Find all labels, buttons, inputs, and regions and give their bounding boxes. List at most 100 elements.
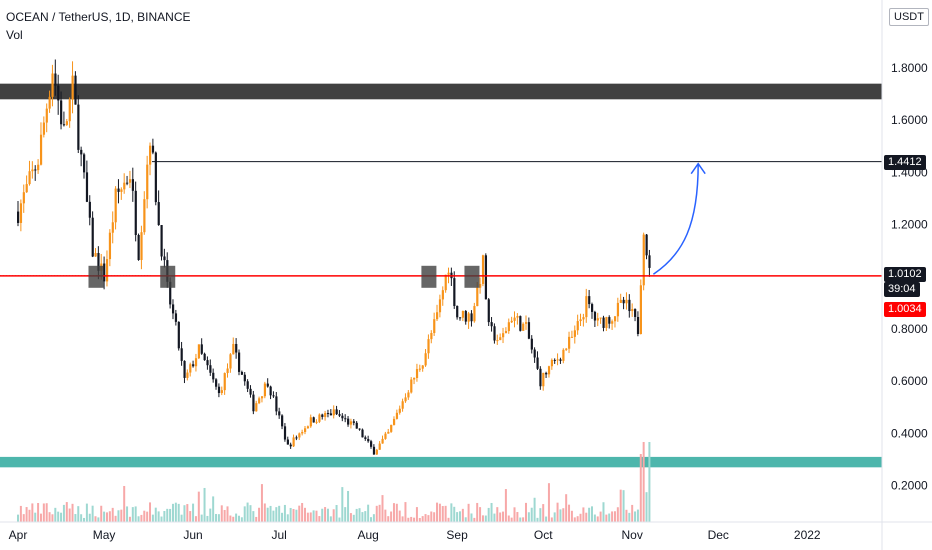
candle-body: [146, 164, 149, 200]
candle-body: [157, 202, 160, 226]
volume-bar: [562, 508, 565, 522]
candle-body: [324, 413, 327, 417]
candle-body: [260, 396, 264, 399]
volume-bar: [286, 514, 289, 522]
candle-body: [31, 169, 34, 172]
candle-body: [347, 418, 350, 425]
candle-body: [301, 431, 304, 434]
volume-bar: [301, 502, 304, 522]
annotation-box: [160, 265, 176, 288]
candle-body: [140, 232, 143, 261]
candle-body: [481, 255, 485, 284]
volume-bar: [450, 503, 453, 522]
volume-bar: [34, 512, 37, 522]
time-tick-label: Oct: [534, 528, 553, 542]
volume-bar: [235, 513, 238, 522]
candle-body: [65, 121, 68, 125]
candle-body: [473, 306, 476, 322]
candle-body: [648, 255, 651, 268]
annotation-box: [421, 265, 437, 288]
volume-bar: [111, 507, 114, 522]
candle-body: [553, 359, 556, 361]
candle-body: [407, 392, 410, 398]
volume-bar: [372, 514, 375, 522]
volume-bar: [160, 516, 163, 522]
candle-body: [562, 349, 565, 361]
candle-body: [398, 408, 401, 413]
candle-body: [490, 322, 493, 327]
candle-body: [25, 184, 28, 193]
volume-bar: [341, 487, 344, 522]
candle-body: [413, 378, 416, 380]
last-price-tag: 1.0102: [884, 267, 926, 282]
candle-body: [384, 433, 387, 439]
candle-body: [599, 317, 602, 319]
candle-body: [45, 108, 48, 123]
volume-bar: [496, 507, 499, 522]
volume-bar: [467, 503, 470, 522]
volume-bar: [441, 506, 444, 522]
candle-body: [596, 318, 599, 321]
volume-bar: [128, 516, 131, 522]
volume-bar: [427, 515, 430, 522]
candle-body: [619, 299, 622, 303]
candle-body: [499, 337, 502, 341]
candle-body: [197, 344, 201, 359]
candle-body: [519, 316, 522, 331]
candle-body: [536, 357, 539, 369]
support-zone: [0, 456, 882, 468]
volume-bar: [559, 509, 562, 522]
candle-body: [312, 417, 315, 423]
volume-bar: [349, 513, 352, 522]
volume-bar: [266, 507, 269, 522]
volume-bar: [547, 483, 550, 522]
candle-body: [229, 354, 232, 369]
volume-bar: [605, 514, 608, 522]
volume-bar: [436, 502, 439, 522]
candlesticks: [17, 59, 651, 455]
volume-bar: [57, 511, 60, 522]
candle-body: [321, 414, 324, 417]
candle-body: [117, 188, 120, 192]
candle-body: [527, 322, 531, 339]
price-tick-label: 1.8000: [891, 61, 928, 75]
candle-body: [243, 374, 246, 382]
currency-button[interactable]: USDT: [889, 8, 929, 26]
volume-bar: [364, 511, 367, 522]
candle-body: [39, 134, 43, 165]
candle-body: [415, 369, 419, 379]
volume-bar: [324, 507, 327, 522]
volume-bar: [60, 512, 63, 522]
price-tick-label: 0.6000: [891, 374, 928, 388]
candle-body: [545, 372, 548, 375]
volume-bar: [553, 512, 556, 522]
candle-body: [461, 310, 465, 318]
volume-bar: [504, 489, 507, 522]
volume-bar: [71, 503, 74, 522]
volume-bar: [51, 514, 54, 522]
volume-bar: [464, 517, 467, 522]
volume-bar: [206, 515, 209, 522]
volume-bar: [639, 454, 642, 522]
candle-body: [97, 253, 100, 271]
volume-bar: [413, 517, 416, 522]
candle-body: [355, 422, 358, 429]
volume-bar: [470, 513, 473, 522]
candle-body: [131, 179, 134, 191]
volume-bar: [596, 516, 599, 522]
volume-bar: [281, 512, 284, 522]
volume-bar: [163, 511, 166, 522]
volume-bar: [45, 503, 48, 522]
candle-body: [123, 182, 126, 190]
volume-bar: [456, 512, 459, 522]
volume-bar: [120, 509, 123, 522]
candle-body: [42, 122, 46, 135]
candle-body: [177, 321, 180, 349]
candle-body: [48, 96, 51, 109]
candle-body: [349, 421, 353, 425]
candle-body: [83, 154, 86, 173]
volume-bar: [258, 507, 261, 522]
volume-bar: [240, 517, 243, 522]
candle-body: [372, 446, 376, 455]
